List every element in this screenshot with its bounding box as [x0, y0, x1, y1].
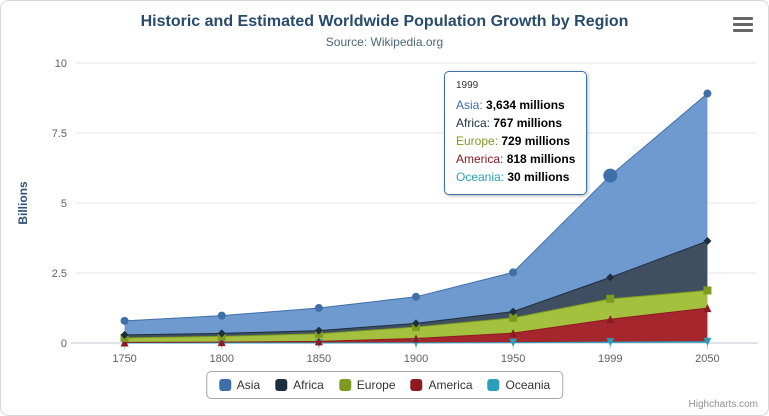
- legend-label: Africa: [293, 378, 324, 392]
- marker-africa[interactable]: [703, 237, 712, 246]
- legend-label: Europe: [356, 378, 396, 392]
- marker-america[interactable]: [314, 337, 323, 346]
- marker-oceania[interactable]: [703, 337, 712, 346]
- legend-item-america[interactable]: America: [410, 378, 473, 392]
- tooltip-series-value: 818 millions: [506, 152, 576, 166]
- tooltip-row: Europe: 729 millions: [456, 132, 575, 150]
- legend-swatch: [487, 379, 500, 391]
- y-axis-label: 5: [61, 198, 67, 210]
- tooltip-header: 1999: [456, 80, 479, 91]
- marker-asia[interactable]: [509, 268, 518, 277]
- series-area-africa[interactable]: [124, 241, 708, 338]
- marker-america[interactable]: [120, 338, 129, 347]
- series-area-america[interactable]: [124, 308, 708, 343]
- marker-africa[interactable]: [606, 273, 615, 282]
- tooltip-series-name: Oceania:: [456, 170, 508, 184]
- marker-asia[interactable]: [703, 89, 712, 98]
- marker-asia[interactable]: [217, 311, 226, 320]
- marker-europe[interactable]: [509, 313, 518, 322]
- x-axis-label: 1800: [209, 353, 233, 365]
- legend-item-europe[interactable]: Europe: [338, 378, 396, 392]
- tooltip-row: America: 818 millions: [456, 150, 575, 168]
- x-axis-label: 1950: [501, 353, 525, 365]
- marker-oceania[interactable]: [606, 338, 615, 347]
- x-axis-label: 1999: [598, 353, 622, 365]
- legend-item-asia[interactable]: Asia: [218, 378, 261, 392]
- y-axis-label: 2.5: [52, 268, 67, 280]
- marker-america[interactable]: [217, 338, 226, 347]
- context-menu-button[interactable]: [730, 15, 756, 34]
- marker-africa[interactable]: [120, 330, 129, 339]
- y-axis-label: 10: [55, 58, 67, 70]
- legend-swatch: [218, 379, 231, 391]
- legend-item-oceania[interactable]: Oceania: [487, 378, 551, 392]
- marker-america[interactable]: [703, 304, 712, 313]
- legend-swatch: [338, 379, 351, 391]
- marker-africa[interactable]: [509, 307, 518, 316]
- marker-africa[interactable]: [217, 329, 226, 338]
- series-area-asia[interactable]: [124, 93, 708, 335]
- marker-asia[interactable]: [120, 316, 129, 325]
- legend-label: Oceania: [505, 378, 551, 392]
- legend-item-africa[interactable]: Africa: [275, 378, 324, 392]
- tooltip-series-value: 30 millions: [507, 170, 570, 184]
- hamburger-icon-bar: [733, 29, 753, 32]
- hamburger-icon-bar: [733, 23, 753, 26]
- marker-america[interactable]: [606, 315, 615, 324]
- x-axis-label: 1750: [112, 353, 136, 365]
- legend-swatch: [275, 379, 288, 391]
- y-axis-label: 0: [61, 338, 67, 350]
- marker-america[interactable]: [412, 334, 420, 343]
- legend: Asia Africa Europe America Oceania: [205, 371, 564, 399]
- x-axis-label: 1850: [307, 353, 331, 365]
- marker-africa[interactable]: [412, 319, 420, 328]
- tooltip-series-value: 3,634 millions: [486, 98, 565, 112]
- tooltip-series-value: 729 millions: [501, 134, 571, 148]
- chart-subtitle: Source: Wikipedia.org: [325, 35, 444, 49]
- chart-title: Historic and Estimated Worldwide Populat…: [140, 13, 629, 30]
- legend-swatch: [410, 379, 423, 391]
- tooltip-series-value: 767 millions: [493, 116, 563, 130]
- legend-label: Asia: [236, 378, 261, 392]
- tooltip-row: Oceania: 30 millions: [456, 168, 575, 186]
- tooltip: 1999 Asia: 3,634 millions Africa: 767 mil…: [444, 71, 588, 195]
- x-axis-label: 2050: [695, 353, 719, 365]
- x-axis-label: 1900: [404, 353, 428, 365]
- y-axis-title: Billions: [16, 181, 30, 225]
- marker-oceania[interactable]: [509, 338, 518, 347]
- marker-america[interactable]: [509, 329, 518, 338]
- tooltip-rows: Asia: 3,634 millions Africa: 767 millions…: [456, 96, 575, 186]
- tooltip-row: Asia: 3,634 millions: [456, 96, 575, 114]
- tooltip-series-name: America:: [456, 152, 507, 166]
- tooltip-row: Africa: 767 millions: [456, 114, 575, 132]
- tooltip-series-name: Asia:: [456, 98, 487, 112]
- legend-label: America: [428, 378, 473, 392]
- tooltip-series-name: Europe:: [456, 134, 502, 148]
- hovered-point[interactable]: [603, 168, 618, 183]
- credits-link[interactable]: Highcharts.com: [688, 399, 758, 410]
- marker-europe[interactable]: [606, 294, 615, 303]
- y-axis-label: 7.5: [52, 128, 67, 140]
- marker-africa[interactable]: [314, 326, 323, 335]
- marker-asia[interactable]: [314, 303, 323, 312]
- marker-asia[interactable]: [412, 292, 420, 301]
- tooltip-series-name: Africa:: [456, 116, 494, 130]
- hamburger-icon-bar: [733, 17, 753, 20]
- marker-europe[interactable]: [703, 286, 712, 295]
